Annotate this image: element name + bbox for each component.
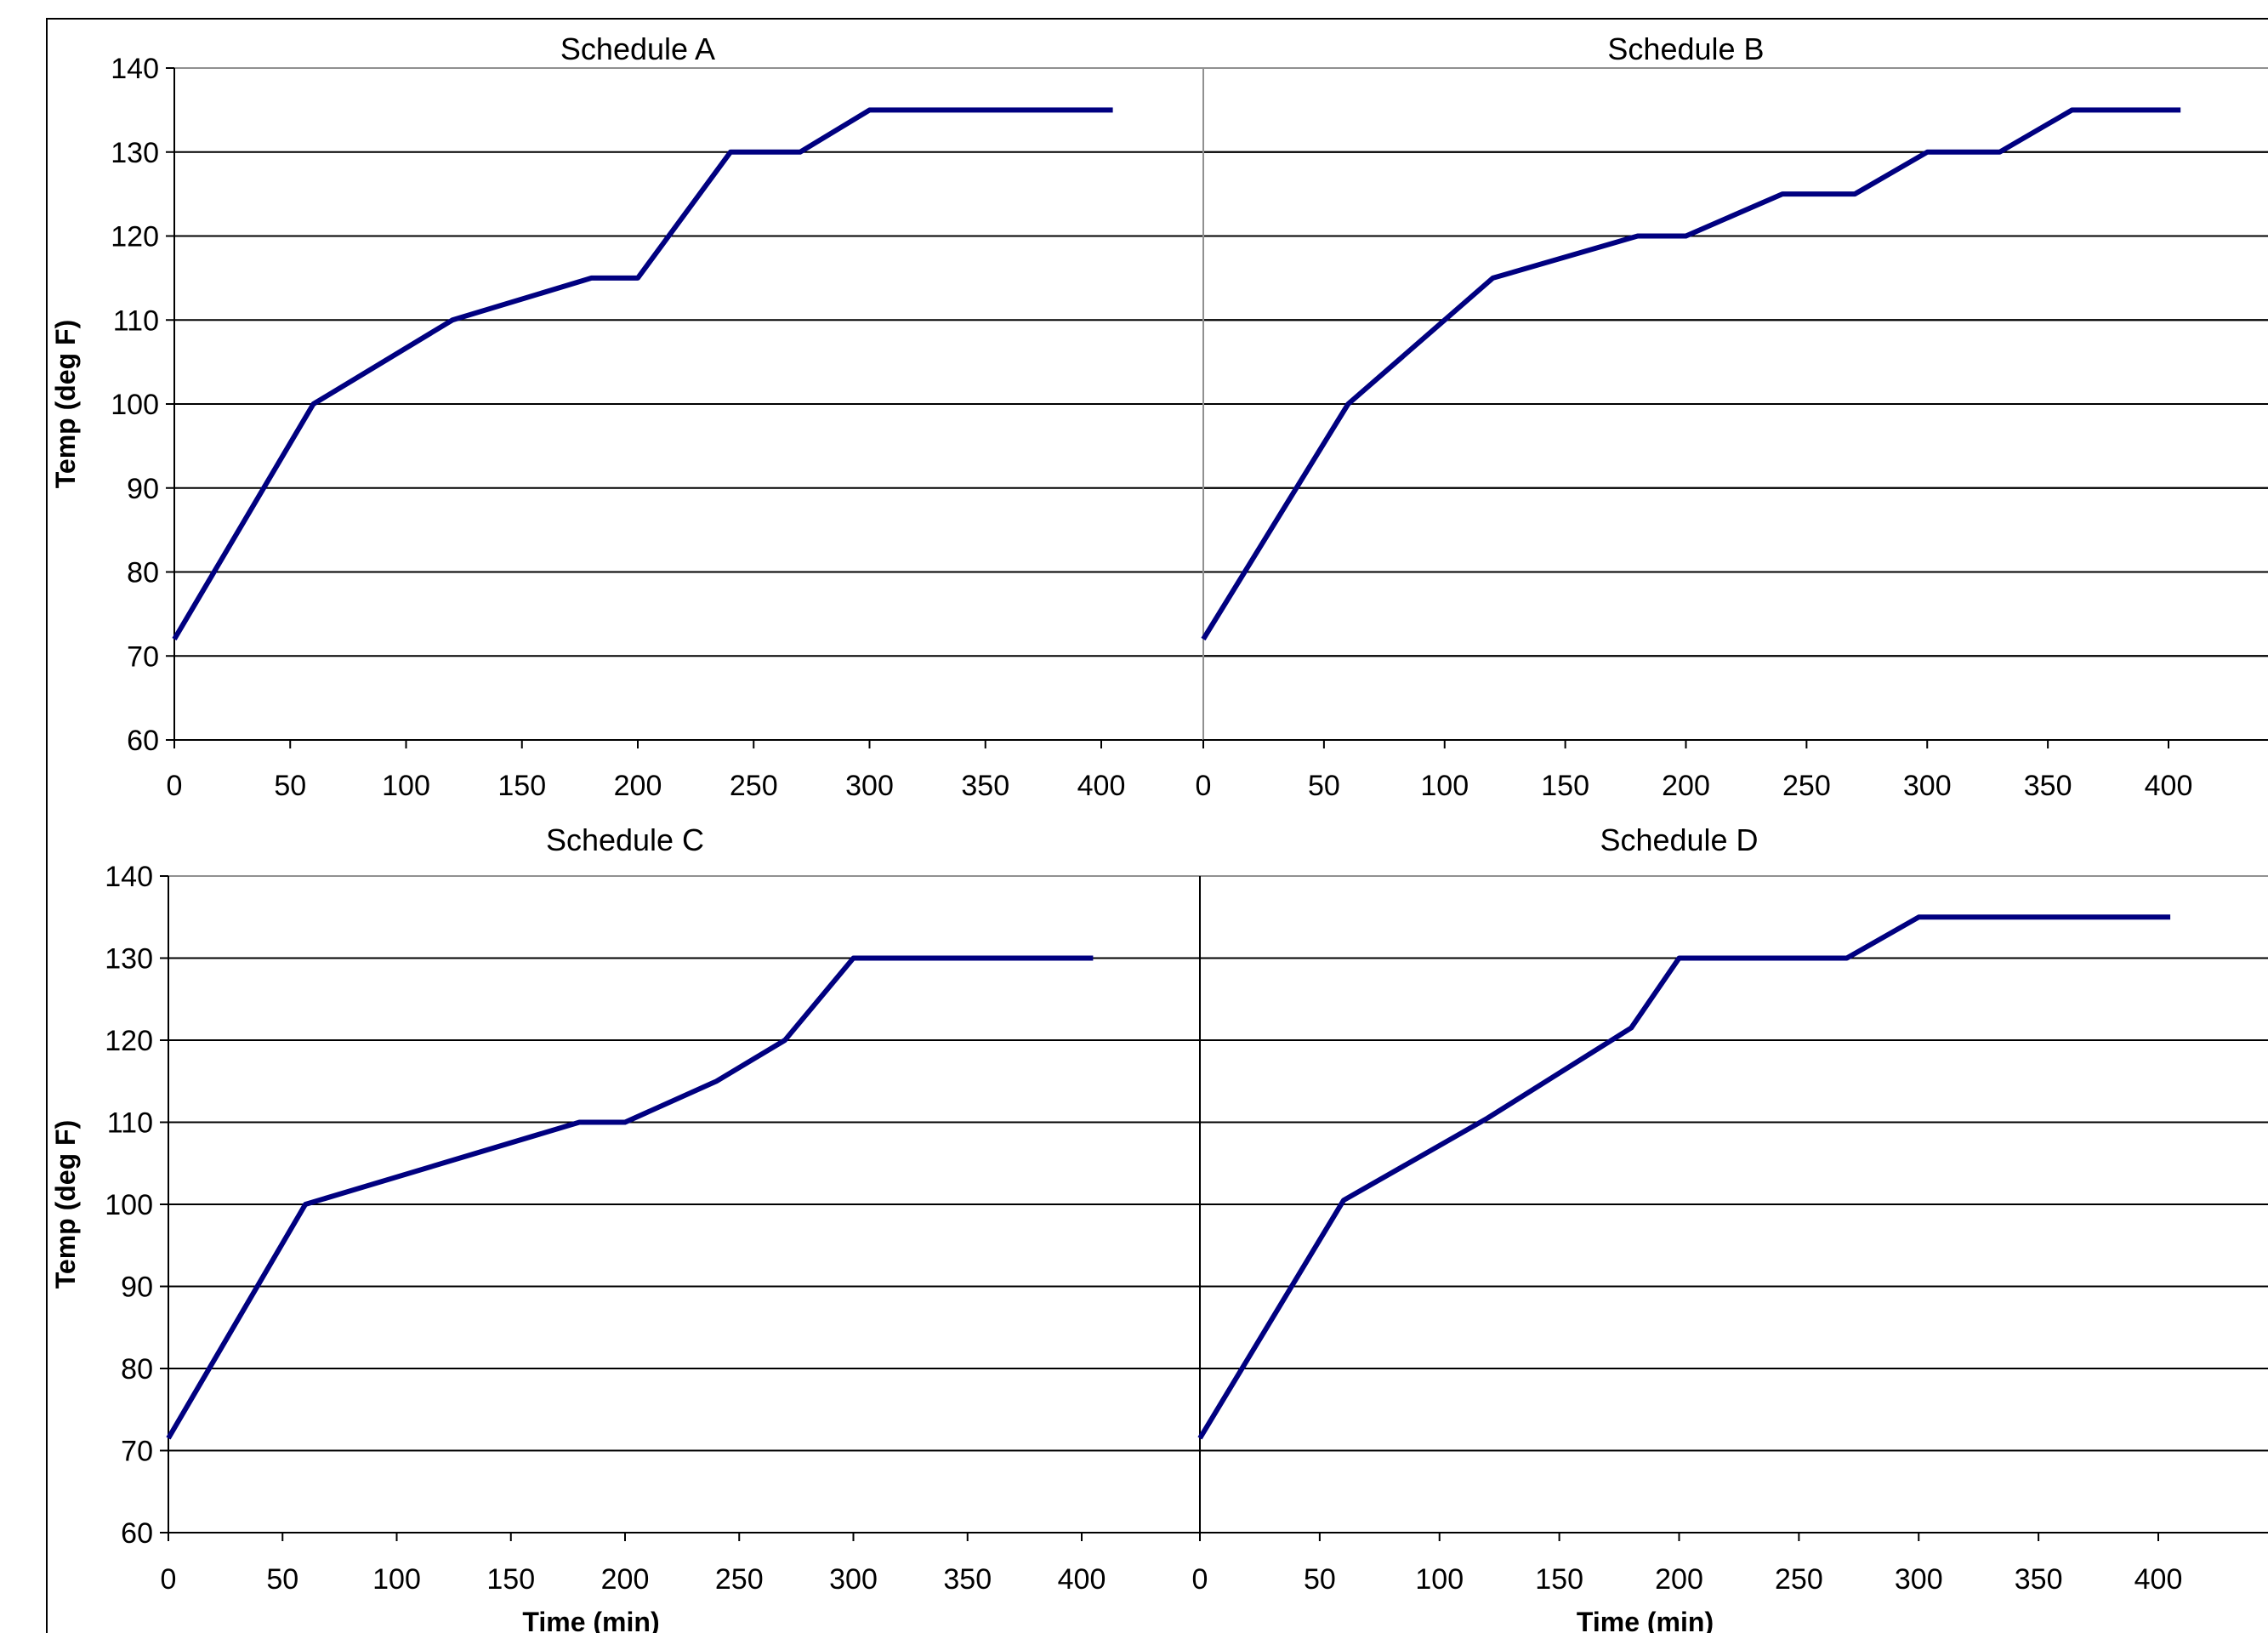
schedule-a-y-tick-label: 60	[127, 725, 159, 757]
schedule-a-x-tick-label: 300	[845, 770, 894, 802]
schedule-a-x-tick-label: 250	[730, 770, 778, 802]
schedule-c-y-tick-label: 60	[121, 1517, 153, 1550]
schedule-a-y-tick-label: 110	[113, 304, 159, 337]
schedule-b-x-tick-label: 200	[1662, 770, 1710, 802]
schedule-b-x-tick-label: 300	[1903, 770, 1952, 802]
schedule-b-title: Schedule B	[1607, 31, 1764, 66]
schedule-c-x-tick-label: 300	[829, 1563, 878, 1596]
schedule-a-y-tick-label: 100	[111, 389, 159, 421]
schedule-a-x-tick-label: 400	[1077, 770, 1126, 802]
schedule-a-series-line	[172, 107, 1113, 641]
schedule-c-y-tick-label: 110	[107, 1107, 153, 1140]
schedule-c-title: Schedule C	[546, 822, 704, 857]
schedule-d-x-tick-label: 300	[1895, 1563, 1943, 1596]
schedule-a-y-tick-label: 130	[111, 137, 159, 169]
schedule-c-y-tick-label: 70	[121, 1436, 153, 1468]
schedule-a-title: Schedule A	[560, 31, 715, 66]
schedule-d-x-tick-label: 0	[1192, 1563, 1208, 1596]
plots-layer: 0 50 100 150 200 250 300 350 400 60 70 80 90 100 110 12…	[50, 31, 2268, 1633]
schedule-a-y-axis-label: Temp (deg F)	[50, 320, 81, 489]
schedule-c-series-line	[166, 955, 1094, 1440]
schedule-d-series-line	[1197, 914, 2171, 1440]
schedule-d-x-tick-label: 250	[1775, 1563, 1823, 1596]
schedule-c-y-tick-label: 80	[121, 1353, 153, 1385]
schedule-c-panel: 0 50 100 150 200 250 300 350 400 60 70 80 90 100 110 12…	[50, 822, 2268, 1633]
schedule-b-x-tick-label: 50	[1308, 770, 1340, 802]
schedule-d-x-tick-label: 100	[1415, 1563, 1464, 1596]
schedule-c-x-tick-label: 100	[372, 1563, 421, 1596]
schedule-c-x-tick-label: 250	[715, 1563, 764, 1596]
schedule-c-x-tick-label: 350	[943, 1563, 992, 1596]
schedule-d-x-tick-label: 50	[1304, 1563, 1336, 1596]
schedule-d-x-tick-label: 200	[1655, 1563, 1703, 1596]
schedule-c-x-tick-label: 150	[486, 1563, 535, 1596]
schedule-a-x-tick-label: 100	[382, 770, 430, 802]
schedule-c-x-tick-label: 0	[161, 1563, 177, 1596]
schedule-a-panel: 0 50 100 150 200 250 300 350 400 60 70 80 90 100 110 12…	[50, 31, 2268, 802]
schedule-d-x-tick-label: 350	[2015, 1563, 2063, 1596]
schedule-a-x-tick-label: 0	[167, 770, 183, 802]
schedule-c-x-tick-label: 200	[601, 1563, 650, 1596]
schedule-a-x-tick-label: 200	[614, 770, 662, 802]
schedule-d-panel: 0 50 100 150 200 250 300 350 400 Schedule D Time (…	[1192, 822, 2268, 1633]
schedule-d-x-axis-label: Time (min)	[1577, 1607, 1714, 1633]
schedule-d-x-tick-label: 150	[1535, 1563, 1583, 1596]
schedule-c-x-axis-label: Time (min)	[522, 1607, 659, 1633]
schedule-c-y-tick-label: 90	[121, 1272, 153, 1304]
schedule-a-x-tick-label: 150	[497, 770, 546, 802]
schedule-c-x-tick-label: 50	[266, 1563, 298, 1596]
schedule-c-y-tick-label: 120	[105, 1025, 153, 1057]
schedule-a-y-tick-label: 70	[127, 640, 159, 673]
schedule-c-y-axis-label: Temp (deg F)	[50, 1120, 81, 1289]
schedule-a-y-tick-label: 90	[127, 473, 159, 505]
schedule-d-title: Schedule D	[1600, 822, 1758, 857]
schedule-b-x-tick-label: 150	[1541, 770, 1589, 802]
schedule-c-y-tick-label: 140	[105, 861, 153, 893]
schedule-b-x-tick-label: 350	[2024, 770, 2072, 802]
schedule-a-y-tick-label: 80	[127, 557, 159, 589]
schedule-b-x-tick-label: 100	[1420, 770, 1469, 802]
schedule-b-x-tick-label: 400	[2145, 770, 2193, 802]
schedule-a-y-tick-label: 120	[111, 221, 159, 253]
schedule-b-x-tick-label: 250	[1782, 770, 1831, 802]
schedule-b-series-line	[1201, 107, 2181, 641]
schedule-c-y-tick-label: 130	[105, 943, 153, 976]
schedule-a-y-tick-label: 140	[111, 53, 159, 85]
schedule-d-x-tick-label: 400	[2134, 1563, 2183, 1596]
schedule-a-x-tick-label: 350	[961, 770, 1009, 802]
schedule-c-y-tick-label: 100	[105, 1189, 153, 1221]
schedule-c-x-tick-label: 400	[1058, 1563, 1106, 1596]
schedule-b-panel: 0 50 100 150 200 250 300 350 400 Schedule B	[1196, 31, 2268, 802]
schedule-b-x-tick-label: 0	[1196, 770, 1212, 802]
schedule-a-x-tick-label: 50	[274, 770, 306, 802]
figure-border	[46, 18, 2268, 1633]
